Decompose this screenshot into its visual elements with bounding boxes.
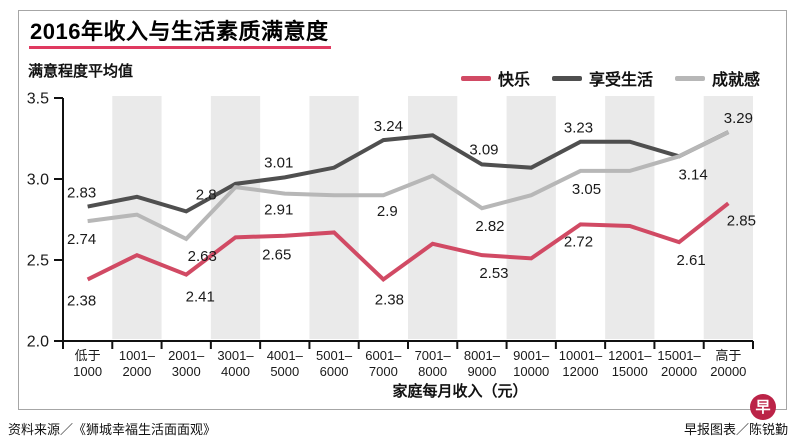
zaobao-logo: 早 [750, 394, 776, 420]
data-point-label: 3.29 [724, 110, 753, 127]
series-enjoy-life-labels: 2.83 2.8 3.01 3.24 3.09 3.23 3.14 3.29 [67, 110, 753, 203]
legend-label: 成就感 [711, 72, 760, 89]
x-tick-label: 低于 1000 [73, 348, 102, 379]
data-point-label: 2.74 [67, 231, 96, 248]
x-tick-label: 10001– 12000 [559, 348, 603, 379]
data-point-label: 3.09 [469, 141, 498, 158]
page-title: 2016年收入与生活素质满意度 [30, 19, 329, 44]
data-point-label: 3.05 [572, 181, 601, 198]
data-point-label: 2.61 [676, 252, 705, 269]
data-point-label: 3.14 [678, 166, 707, 183]
data-point-label: 2.91 [264, 202, 293, 219]
legend: 快乐 享受生活 成就感 [0, 66, 760, 90]
x-tick-label: 4001– 5000 [267, 348, 304, 379]
legend-item-happiness: 快乐 [460, 66, 530, 90]
y-axis: 3.5 3.0 2.5 2.0 [27, 91, 63, 351]
x-tick-label: 3001– 4000 [217, 348, 254, 379]
x-tick-label: 15001– 20000 [657, 348, 701, 379]
y-tick-label: 3.0 [27, 172, 49, 189]
data-point-label: 3.01 [264, 154, 293, 171]
x-axis-title: 家庭每月收入（元） [392, 382, 527, 400]
legend-item-enjoy-life: 享受生活 [551, 66, 653, 90]
x-tick-label: 12001– 15000 [608, 348, 652, 379]
x-tick-label: 6001– 7000 [365, 348, 402, 379]
series-enjoy-life [87, 130, 730, 214]
series-achievement [87, 130, 730, 242]
data-point-label: 2.85 [727, 212, 756, 229]
data-point-label: 2.41 [186, 289, 215, 306]
y-axis-title: 满意程度平均值 [28, 63, 134, 80]
x-tick-label: 1001– 2000 [119, 348, 156, 379]
data-point-label: 2.38 [375, 291, 404, 308]
x-axis: 低于 1000 1001– 2000 2001– 3000 3001– 4000 4001– 50… [62, 341, 754, 400]
data-point-label: 2.63 [188, 248, 217, 265]
achievement-line-swatch-icon [674, 75, 705, 81]
data-point-label: 2.65 [262, 247, 291, 264]
data-point-label: 2.9 [377, 203, 398, 220]
series-happiness [86, 201, 730, 283]
data-point-label: 2.38 [67, 292, 96, 309]
x-tick-label: 7001– 8000 [415, 348, 452, 379]
legend-label: 享受生活 [588, 72, 653, 89]
data-point-label: 2.83 [67, 185, 96, 202]
data-point-label: 2.82 [475, 218, 504, 235]
series-happiness-labels: 2.38 2.41 2.65 2.38 2.53 2.72 2.61 2.85 [67, 212, 756, 309]
footer-source: 资料来源／《狮城幸福生活面面观》 [8, 422, 217, 437]
y-tick-label: 2.5 [27, 253, 49, 270]
data-point-label: 2.72 [564, 233, 593, 250]
y-tick-label: 3.5 [27, 91, 49, 108]
series-achievement-labels: 2.74 2.63 2.91 2.9 2.82 3.05 [67, 181, 601, 265]
legend-item-achievement: 成就感 [674, 66, 760, 90]
data-point-label: 3.24 [374, 118, 403, 135]
enjoy-life-line-swatch-icon [551, 75, 582, 81]
x-tick-label: 8001– 9000 [464, 348, 501, 379]
data-point-label: 3.23 [564, 120, 593, 137]
data-point-label: 2.8 [196, 186, 217, 203]
x-tick-label: 2001– 3000 [168, 348, 205, 379]
title-underline [29, 46, 331, 49]
x-tick-label: 9001– 10000 [513, 348, 550, 379]
y-tick-label: 2.0 [27, 334, 49, 351]
footer-credit: 早报图表／陈锐勤 [683, 422, 788, 437]
data-point-label: 2.53 [479, 265, 508, 282]
x-tick-label: 高于 20000 [710, 348, 746, 379]
legend-label: 快乐 [497, 72, 530, 89]
happiness-line-swatch-icon [460, 75, 491, 81]
x-tick-label: 5001– 6000 [316, 348, 353, 379]
